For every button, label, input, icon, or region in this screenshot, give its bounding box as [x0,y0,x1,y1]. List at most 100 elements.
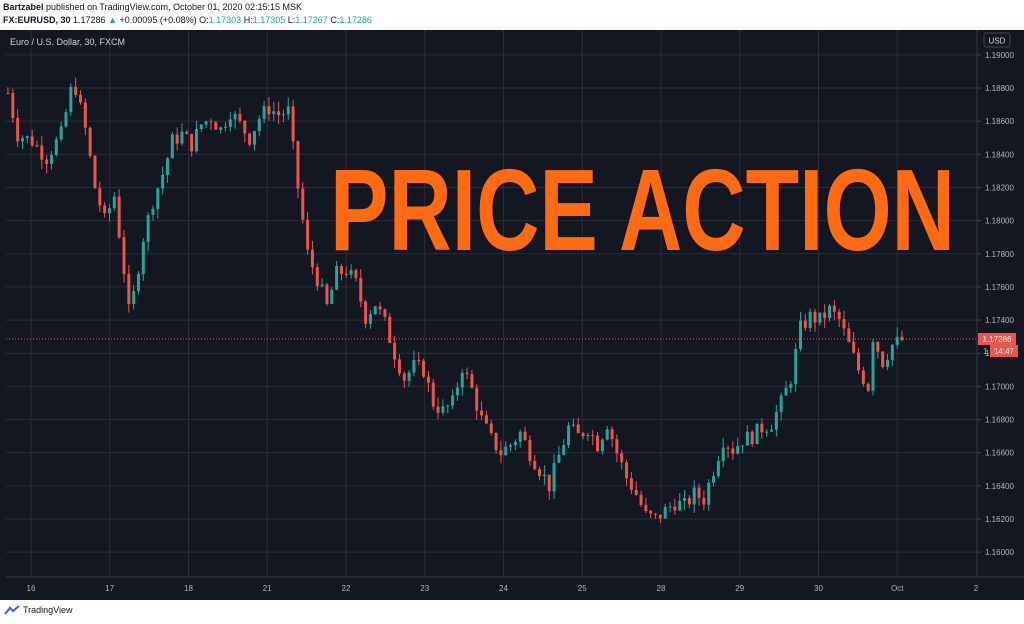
candle [74,77,78,98]
published-text: published on TradingView.com, October 01… [46,2,303,12]
time-axis[interactable]: 16 17 18 21 22 23 24 25 28 29 30 Oct 2 [27,584,979,593]
candle [760,418,764,439]
candle [644,498,648,514]
candle [813,308,817,332]
candle [257,115,261,137]
candle [45,155,49,174]
candle [180,123,184,146]
candle [339,264,343,281]
candle [228,111,232,132]
candle [252,130,256,151]
candle [83,98,87,136]
candle [407,370,411,387]
candle [431,379,435,410]
candle [571,418,575,428]
candle [436,397,440,419]
low-value: 1.17267 [295,15,328,25]
candle [112,192,116,211]
grid-lines [6,30,977,577]
time-tick-label: 28 [657,584,666,593]
candle [784,380,788,396]
candle [190,133,194,157]
candle [567,421,571,449]
candle [721,437,725,468]
candle [296,140,300,199]
candle [847,322,851,343]
candle [538,466,542,481]
candle [335,260,339,291]
candle [707,479,711,511]
candle [175,127,179,151]
candle [654,512,658,519]
candle [412,350,416,377]
candle [20,135,24,150]
candle [69,83,73,116]
candle [194,120,198,153]
price-tick-label: 1.18200 [985,183,1014,192]
time-tick-label: 23 [420,584,429,593]
price-tick-label: 1.18600 [985,117,1014,126]
candle [615,434,619,463]
time-tick-label: Oct [891,584,904,593]
candle [770,424,774,432]
candle [315,263,319,291]
price-chart[interactable]: PRICE ACTION 1.19000 1.18800 1.18600 1.1840… [0,30,1024,600]
last-price-text: 1.17286 [73,15,106,25]
open-label: O: [199,15,209,25]
change-text: +0.00095 (+0.08%) [119,15,197,25]
candle [117,189,121,239]
price-tick-label: 1.19000 [985,51,1014,60]
candle [470,370,474,389]
candle [799,311,803,352]
candle [523,426,527,441]
candle [779,392,783,421]
candle [625,459,629,486]
tradingview-brand: TradingView [23,605,73,615]
candle [765,429,769,438]
ohlc-line: FX:EURUSD, 30 1.17286 ▲ +0.00095 (+0.08%… [3,15,372,25]
candle [871,339,875,396]
candle [600,438,604,455]
candle [591,429,595,445]
time-tick-label: 21 [263,584,272,593]
author-name[interactable]: Bartzabel [3,2,44,12]
candle [465,367,469,380]
candle [364,299,368,329]
candle [248,132,252,147]
time-tick-label: 24 [499,584,508,593]
candle [185,130,189,135]
candle [803,313,807,331]
candle [586,432,590,442]
candle [716,455,720,479]
candle [301,181,305,224]
candle [852,331,856,354]
candle [64,108,68,128]
candle [736,437,740,455]
candle [528,435,532,466]
price-tick-label: 1.18000 [985,217,1014,226]
candle [122,229,126,283]
series-legend: Euro / U.S. Dollar, 30, FXCM [10,37,125,47]
candles [6,77,904,523]
tradingview-logo[interactable]: TradingView [4,605,73,615]
candle [475,384,479,420]
candle [286,97,290,120]
candle [881,351,885,369]
open-value: 1.17303 [208,15,242,25]
candle [359,269,363,308]
candle [581,431,585,440]
price-tick-label: 1.16800 [985,416,1014,425]
candle [214,120,218,130]
candle [818,312,822,326]
candle [542,465,546,485]
currency-badge[interactable]: USD [983,32,1011,48]
candle [243,120,247,143]
candle [30,129,34,148]
candle [422,358,426,378]
last-price-tag: 1.17286 [983,335,1012,344]
time-tick-label: 18 [184,584,193,593]
candle [629,472,633,495]
candle [900,330,904,342]
candle [378,301,382,315]
candle [107,203,111,222]
